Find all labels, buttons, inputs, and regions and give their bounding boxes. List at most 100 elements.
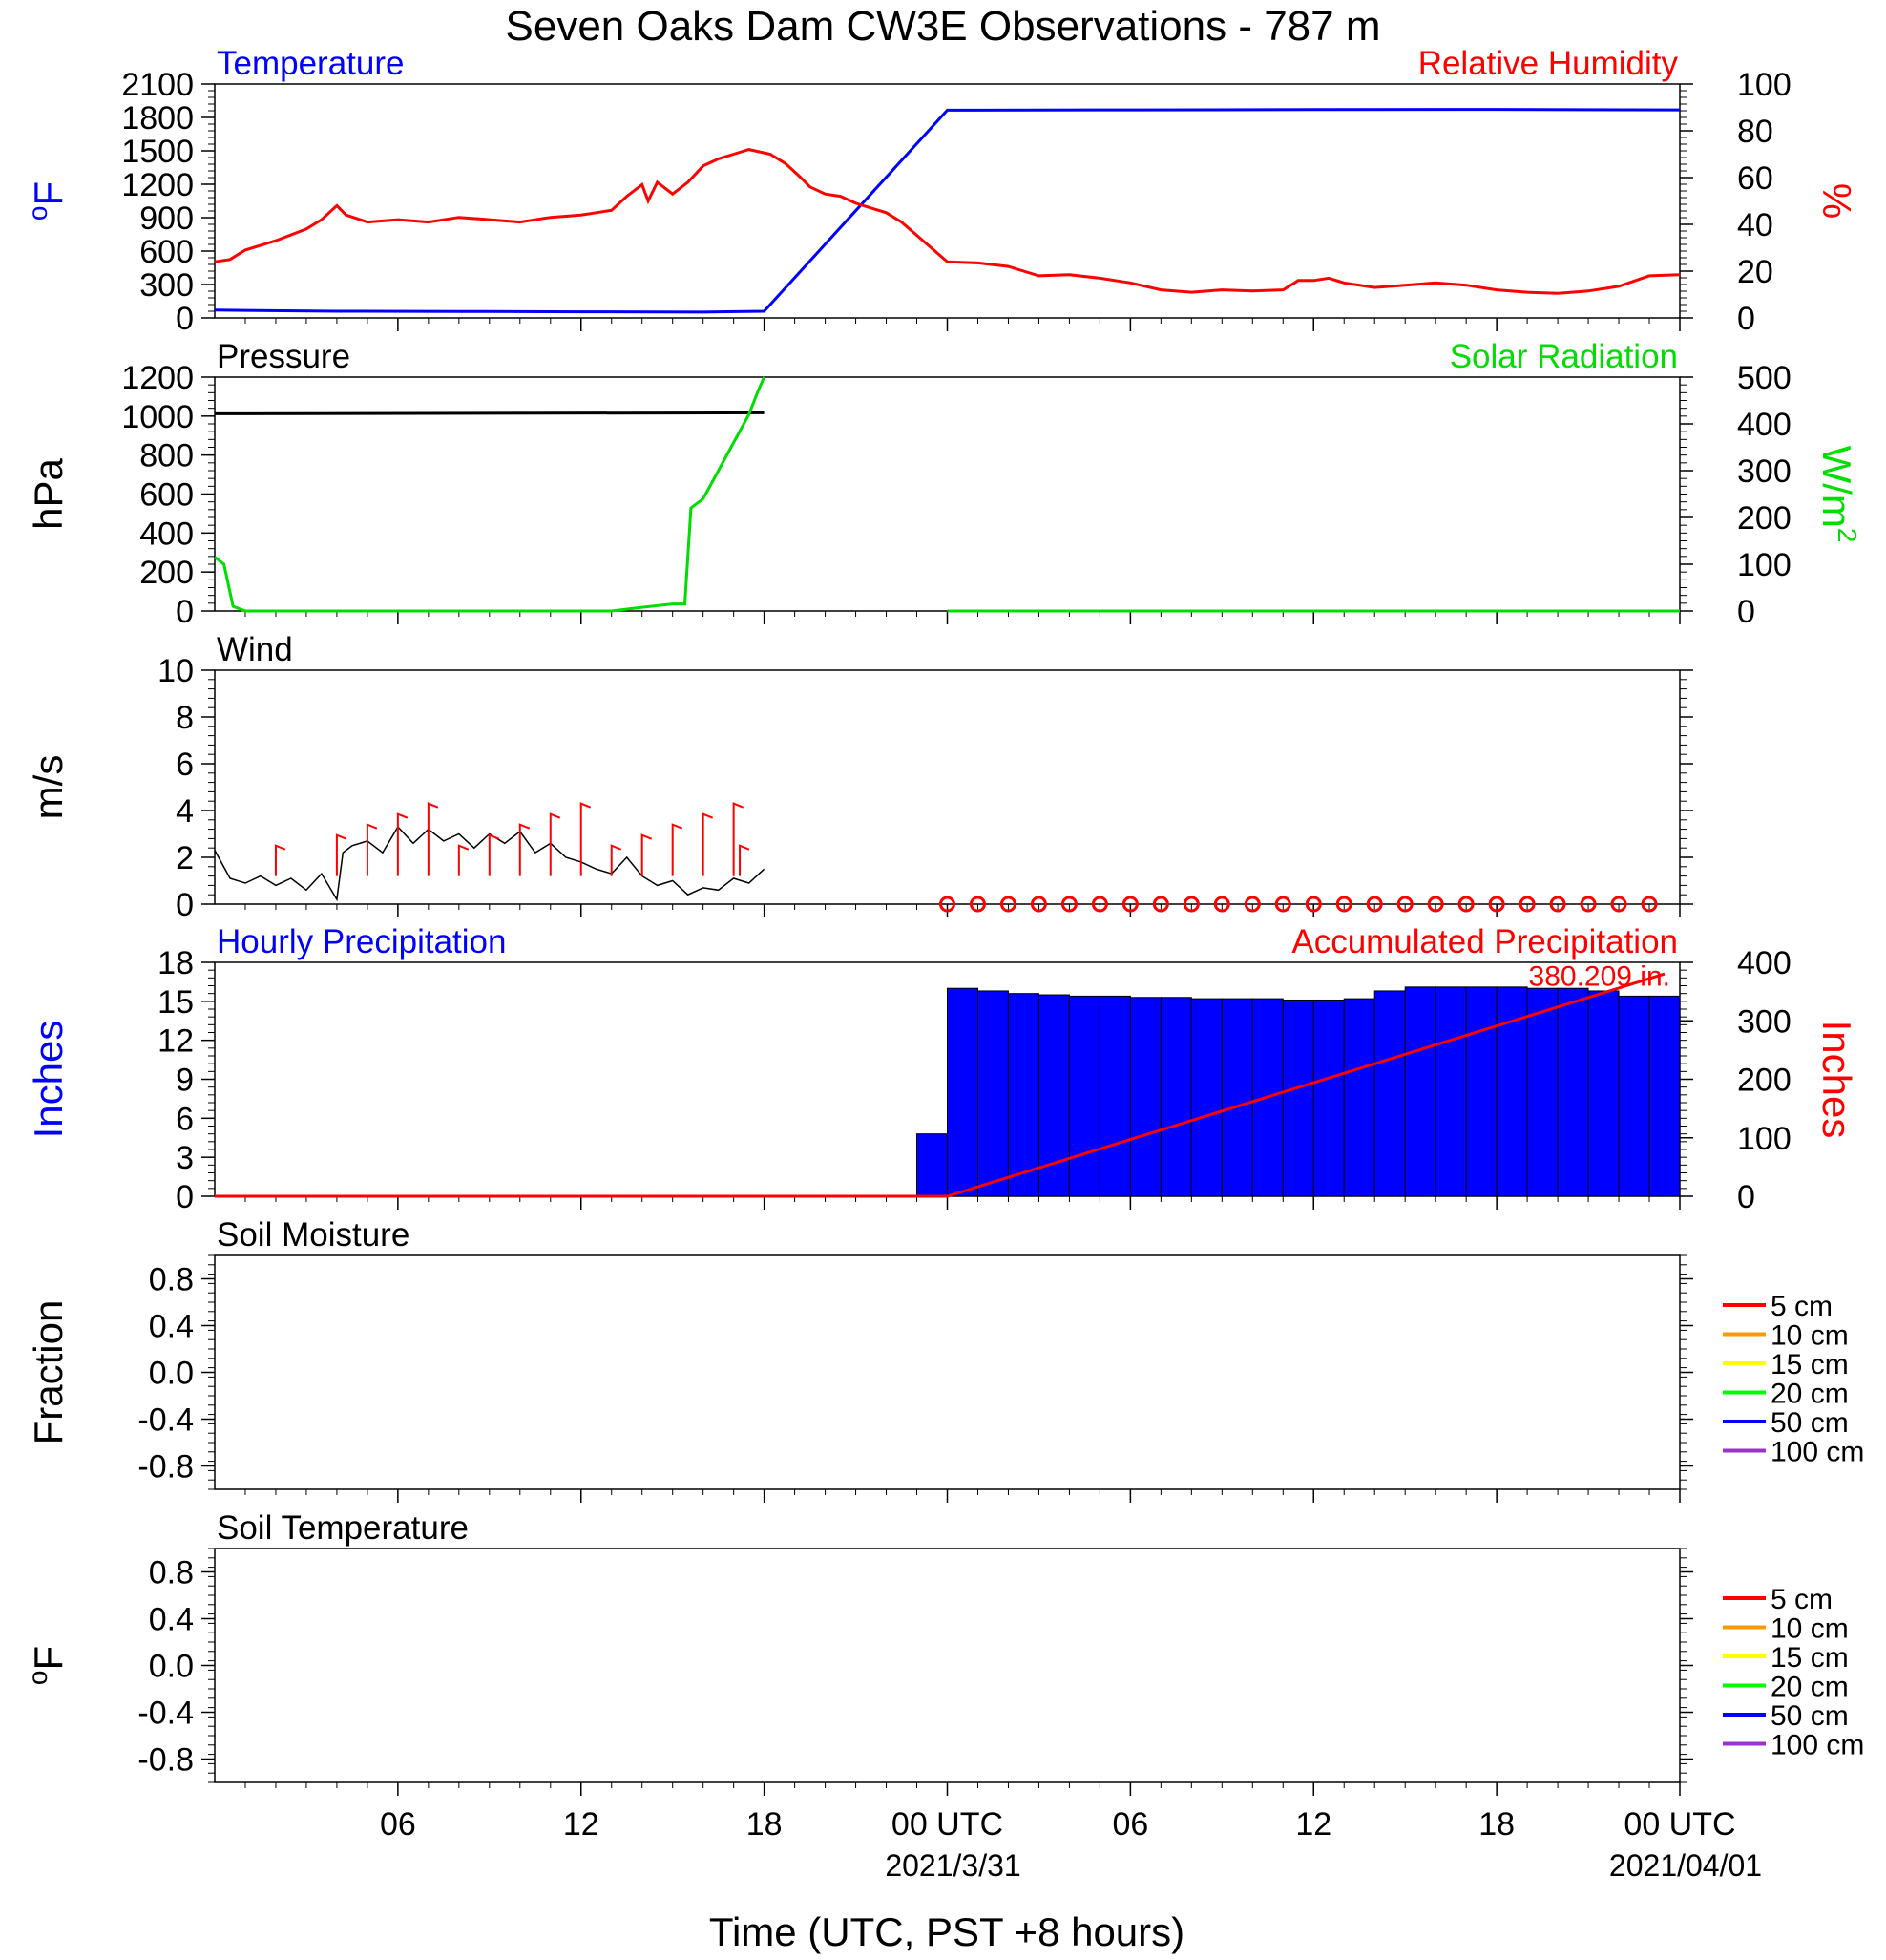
y-tick-label-left: 4 — [176, 793, 194, 830]
legend-label: 15 cm — [1771, 1349, 1849, 1380]
panel-title-right: Solar Radiation — [1450, 338, 1678, 375]
axis-unit-label: Inches — [26, 1021, 71, 1139]
calm-wind-marker — [1060, 896, 1078, 913]
y-tick-label-left: 9 — [176, 1063, 194, 1099]
y-tick-label-right: 500 — [1737, 360, 1792, 396]
precip-bar — [916, 1133, 948, 1197]
x-tick-label: 00 UTC — [891, 1806, 1003, 1843]
y-tick-label-right: 300 — [1737, 1003, 1792, 1040]
wind-barb — [396, 812, 409, 876]
panel-title-left: Pressure — [217, 338, 350, 375]
series-line-red — [214, 148, 1681, 295]
wind-barb — [335, 833, 347, 876]
axis-unit-label: % — [1814, 183, 1859, 219]
x-tick-label: 00 UTC — [1624, 1806, 1735, 1843]
precip-bar — [1435, 986, 1467, 1197]
precip-bar — [1282, 999, 1314, 1197]
x-axis-label: Time (UTC, PST +8 hours) — [709, 1909, 1184, 1954]
y-tick-label-right: 20 — [1737, 254, 1773, 290]
precip-bar — [1648, 995, 1681, 1197]
x-tick-label: 18 — [1478, 1806, 1515, 1843]
calm-wind-marker — [1213, 896, 1230, 913]
calm-wind-marker — [1152, 896, 1169, 913]
y-tick-label-left: -0.8 — [137, 1449, 194, 1486]
y-tick-label-right: 200 — [1737, 500, 1792, 537]
precip-bar — [1068, 995, 1100, 1197]
y-tick-label-left: 6 — [176, 747, 194, 783]
y-tick-label-left: 300 — [139, 267, 194, 304]
precip-bar — [1343, 998, 1375, 1197]
precip-bar — [1190, 998, 1223, 1197]
legend-label: 10 cm — [1771, 1320, 1849, 1352]
y-tick-label-left: 2100 — [121, 67, 194, 103]
y-tick-label-left: -0.8 — [137, 1742, 194, 1779]
precip-bar — [1526, 987, 1559, 1197]
y-tick-label-left: 600 — [139, 234, 194, 270]
precip-bar — [1129, 997, 1162, 1197]
wind-barb — [457, 844, 470, 876]
y-tick-label-left: 0.4 — [149, 1309, 194, 1345]
plot-frame — [214, 83, 1681, 319]
plot-frame — [214, 1548, 1681, 1783]
y-tick-label-left: 1200 — [121, 167, 194, 203]
panel-title-right: Accumulated Precipitation — [1291, 923, 1678, 960]
calm-wind-marker — [1335, 896, 1352, 913]
y-tick-label-left: 1200 — [121, 360, 194, 396]
legend-label: 100 cm — [1771, 1730, 1864, 1761]
precip-bar — [1587, 990, 1620, 1197]
calm-wind-marker — [1121, 896, 1139, 913]
calm-wind-marker — [1091, 896, 1108, 913]
y-tick-label-right: 100 — [1737, 1121, 1792, 1157]
wind-barb — [702, 812, 714, 876]
calm-wind-marker — [969, 896, 986, 913]
panel-pressure_solar: 0200400600800100012000100200300400500Pre… — [26, 338, 1862, 630]
plot-frame — [214, 1254, 1681, 1490]
legend-label: 5 cm — [1771, 1584, 1833, 1615]
series-line-green — [214, 376, 765, 613]
calm-wind-marker — [999, 896, 1016, 913]
y-tick-label-left: 0.8 — [149, 1555, 194, 1591]
axis-unit-label: oF — [23, 181, 71, 221]
x-tick-label: 18 — [746, 1806, 783, 1843]
calm-wind-marker — [1030, 896, 1047, 913]
axis-unit-label: Inches — [1814, 1021, 1859, 1139]
y-tick-label-left: 6 — [176, 1101, 194, 1137]
y-tick-label-left: -0.4 — [137, 1696, 194, 1732]
x-tick-label: 06 — [380, 1806, 416, 1843]
y-tick-label-left: 0 — [176, 594, 194, 630]
precip-bar — [1221, 998, 1253, 1197]
legend-label: 5 cm — [1771, 1291, 1833, 1322]
x-tick-label: 12 — [563, 1806, 599, 1843]
y-tick-label-left: 0.0 — [149, 1649, 194, 1685]
wind-barb — [427, 802, 439, 876]
calm-wind-marker — [1610, 896, 1627, 913]
y-tick-label-left: -0.4 — [137, 1402, 194, 1439]
panel-title-left: Soil Moisture — [217, 1216, 409, 1254]
panel-title-right: Relative Humidity — [1418, 45, 1679, 82]
accumulated-precip-line — [215, 972, 1666, 1198]
plot-frame — [214, 669, 1681, 905]
y-tick-label-left: 0 — [176, 1179, 194, 1215]
y-tick-label-left: 1800 — [121, 100, 194, 137]
y-tick-label-right: 200 — [1737, 1063, 1792, 1099]
y-tick-label-left: 0 — [176, 887, 194, 923]
y-tick-label-left: 15 — [157, 984, 194, 1021]
y-tick-label-left: 900 — [139, 200, 194, 237]
calm-wind-marker — [1549, 896, 1566, 913]
calm-wind-marker — [939, 896, 955, 913]
wind-barb — [579, 802, 592, 876]
x-tick-date-label: 2021/3/31 — [885, 1848, 1020, 1883]
calm-wind-marker — [1305, 896, 1322, 913]
legend-label: 50 cm — [1771, 1407, 1849, 1439]
axis-unit-label: hPa — [26, 457, 71, 529]
precip-bar — [947, 987, 978, 1197]
legend-label: 20 cm — [1771, 1672, 1849, 1703]
legend-label: 15 cm — [1771, 1642, 1849, 1674]
precip-bar — [1099, 995, 1131, 1197]
calm-wind-marker — [1519, 896, 1536, 913]
accumulated-total-label: 380.209 in. — [1529, 960, 1670, 992]
panel-title-left: Hourly Precipitation — [217, 923, 506, 960]
wind-barb — [732, 802, 744, 876]
